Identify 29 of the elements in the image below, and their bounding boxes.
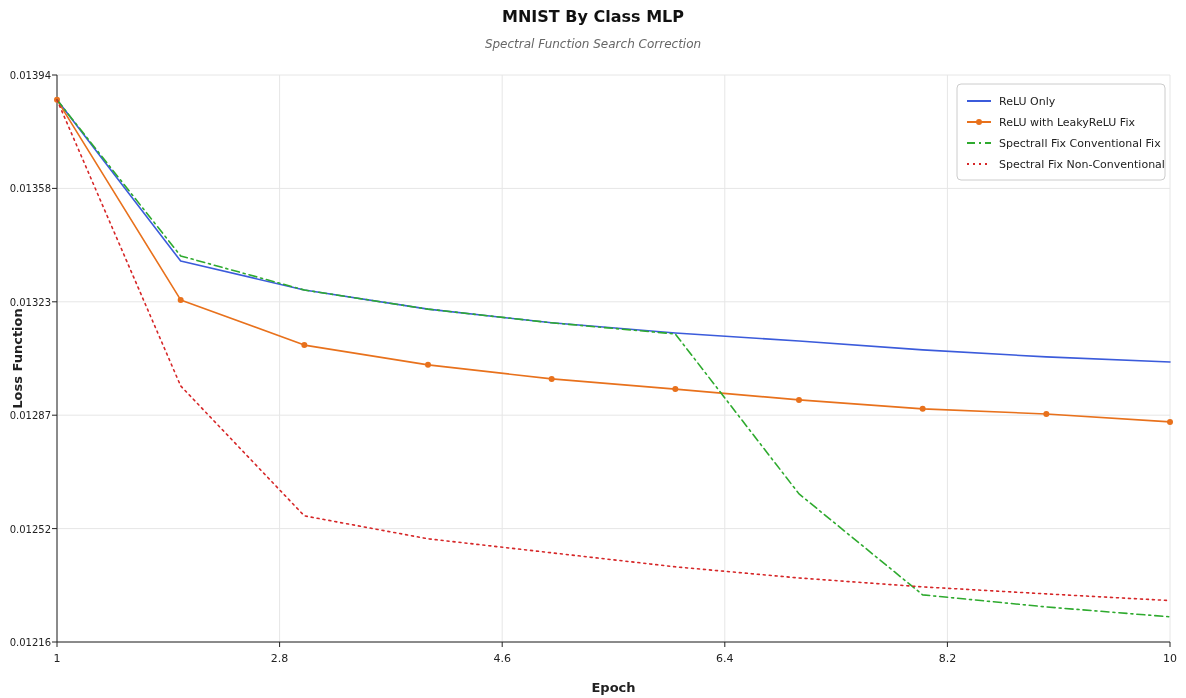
chart-subtitle: Spectral Function Search Correction xyxy=(484,37,702,51)
point xyxy=(1167,418,1173,425)
y-tick-label: 0.01323 xyxy=(9,296,51,308)
y-axis-title: Loss Function xyxy=(10,308,25,409)
legend-label: ReLU with LeakyReLU Fix xyxy=(999,116,1136,129)
point xyxy=(1043,410,1050,417)
x-axis-title: Epoch xyxy=(591,680,636,695)
legend-label: ReLU Only xyxy=(999,95,1056,108)
legend-label: Spectrall Fix Conventional Fix xyxy=(999,137,1162,150)
y-tick-label: 0.01287 xyxy=(9,410,51,422)
point xyxy=(301,342,308,349)
point xyxy=(796,396,802,403)
y-tick-label: 0.01394 xyxy=(9,70,51,81)
x-tick-label: 8.2 xyxy=(938,652,957,665)
point xyxy=(672,386,679,393)
x-tick-label: 1 xyxy=(53,652,61,665)
x-tick-label: 6.4 xyxy=(716,652,734,665)
point xyxy=(548,375,555,382)
chart-title: MNIST By Class MLP xyxy=(502,7,685,26)
x-tick-label: 4.6 xyxy=(493,652,511,665)
x-tick-label: 2.8 xyxy=(270,652,289,665)
y-tick-label: 0.01252 xyxy=(9,523,51,535)
point xyxy=(425,361,431,368)
point xyxy=(919,405,926,412)
legend-label: Spectral Fix Non-Conventional xyxy=(999,158,1165,171)
y-tick-label: 0.01216 xyxy=(9,637,51,648)
x-tick-label: 10 xyxy=(1163,652,1177,665)
point xyxy=(177,296,184,303)
y-tick-label: 0.01358 xyxy=(9,183,51,195)
